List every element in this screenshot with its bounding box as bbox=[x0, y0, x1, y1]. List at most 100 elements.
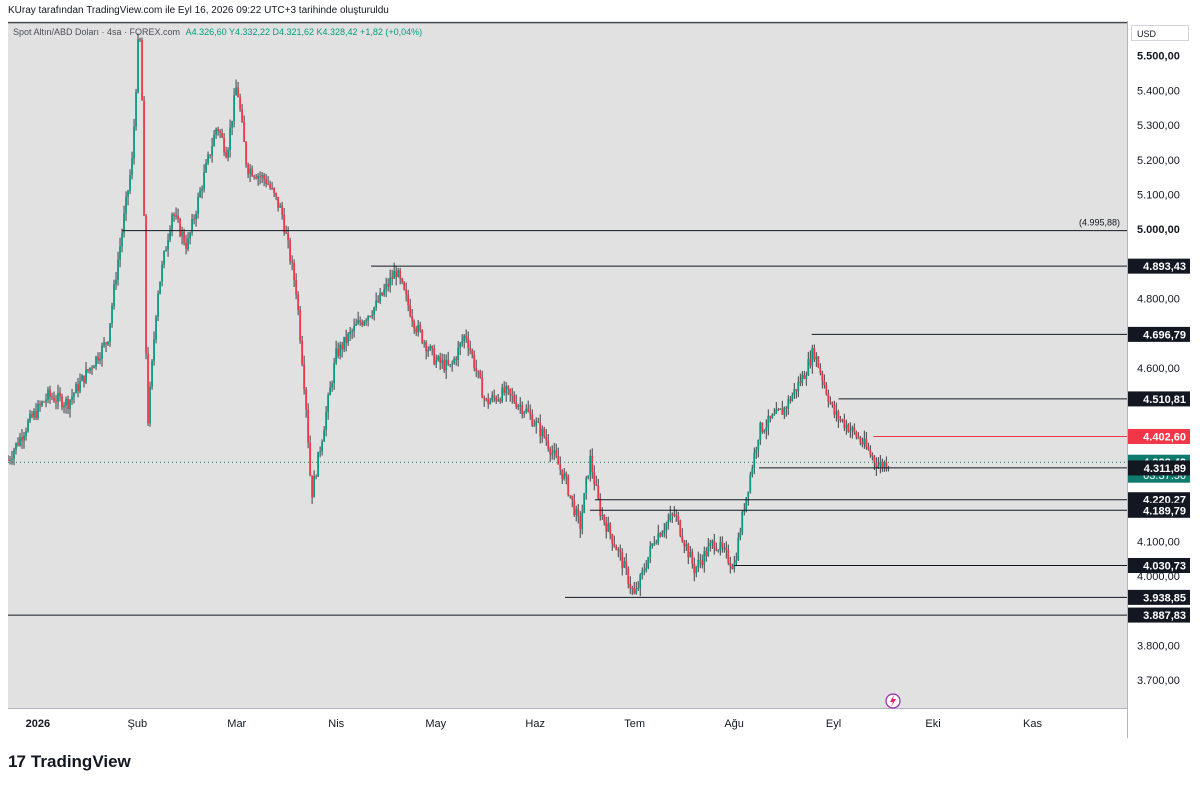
candle-up bbox=[163, 251, 165, 265]
candle-up bbox=[71, 396, 73, 400]
candle-up bbox=[233, 95, 235, 121]
candle-up bbox=[373, 307, 376, 316]
candle-up bbox=[639, 574, 642, 589]
candle-up bbox=[771, 414, 774, 419]
candle-down bbox=[35, 411, 37, 418]
candle-down bbox=[289, 240, 291, 262]
candle-up bbox=[525, 408, 528, 413]
candle-down bbox=[141, 40, 143, 101]
candle-up bbox=[33, 411, 35, 418]
candle-up bbox=[451, 363, 454, 365]
candle-up bbox=[429, 346, 432, 350]
candle-up bbox=[767, 415, 770, 428]
candle-up bbox=[669, 514, 672, 521]
candle-down bbox=[627, 568, 630, 584]
symbol-legend: Spot Altın/ABD Doları · 4sa · FOREX.com … bbox=[13, 27, 422, 37]
candle-up bbox=[717, 550, 720, 552]
candle-up bbox=[737, 537, 740, 560]
candle-down bbox=[305, 389, 307, 410]
candle-up bbox=[353, 325, 356, 332]
candle-up bbox=[753, 452, 756, 469]
candle-up bbox=[375, 300, 378, 308]
candle-down bbox=[49, 389, 51, 397]
candle-up bbox=[655, 542, 658, 544]
candle-down bbox=[77, 384, 79, 392]
level-price-label: 4.189,79 bbox=[1143, 505, 1186, 517]
candle-up bbox=[37, 404, 39, 418]
candle-up bbox=[385, 283, 388, 290]
candle-down bbox=[269, 184, 271, 188]
candle-down bbox=[8, 459, 9, 461]
candle-up bbox=[741, 511, 744, 533]
x-tick-label: May bbox=[425, 718, 446, 730]
candle-up bbox=[215, 128, 217, 135]
candle-up bbox=[279, 205, 281, 208]
currency-selector[interactable]: USD bbox=[1131, 25, 1189, 41]
candle-down bbox=[859, 438, 862, 443]
candle-up bbox=[325, 412, 328, 431]
candle-up bbox=[207, 154, 209, 163]
candle-up bbox=[551, 452, 554, 455]
candle-down bbox=[293, 262, 295, 281]
level-price-label: 4.510,81 bbox=[1143, 394, 1186, 406]
candle-up bbox=[745, 497, 748, 511]
time-axis[interactable] bbox=[8, 708, 1127, 739]
candle-down bbox=[631, 587, 634, 589]
candle-down bbox=[287, 233, 289, 241]
candle-up bbox=[127, 190, 129, 197]
candle-up bbox=[23, 435, 25, 441]
candle-up bbox=[149, 386, 151, 424]
candle-up bbox=[151, 360, 153, 387]
candle-up bbox=[423, 342, 426, 344]
candle-up bbox=[779, 408, 782, 410]
candle-up bbox=[641, 570, 644, 575]
candle-up bbox=[181, 231, 183, 237]
candle-up bbox=[371, 315, 374, 317]
candle-up bbox=[649, 546, 652, 557]
candle-down bbox=[679, 520, 682, 536]
candle-up bbox=[657, 533, 660, 543]
candle-up bbox=[335, 348, 338, 363]
candle-up bbox=[205, 162, 207, 173]
y-tick-label: 4.000,00 bbox=[1137, 571, 1180, 583]
candle-down bbox=[731, 566, 734, 569]
chart-plot-area[interactable] bbox=[8, 21, 1127, 708]
candle-down bbox=[217, 128, 219, 132]
candle-down bbox=[465, 335, 468, 339]
x-tick-label: 2026 bbox=[26, 718, 50, 730]
candle-down bbox=[401, 278, 404, 283]
candle-up bbox=[489, 400, 492, 405]
candle-up bbox=[645, 567, 648, 571]
candle-down bbox=[221, 133, 223, 138]
candle-up bbox=[787, 399, 790, 409]
candle-up bbox=[457, 347, 460, 361]
candle-up bbox=[445, 359, 448, 371]
candle-down bbox=[813, 348, 816, 360]
candle-down bbox=[307, 409, 309, 443]
candle-up bbox=[383, 289, 386, 296]
ohlc-values: A4.326,60 Y4.332,22 D4.321,62 K4.328,42 … bbox=[185, 27, 423, 37]
candle-up bbox=[27, 420, 29, 432]
y-tick-label: 5.500,00 bbox=[1137, 51, 1180, 63]
candle-up bbox=[665, 523, 668, 531]
candle-up bbox=[459, 343, 462, 348]
candle-up bbox=[213, 134, 215, 147]
candle-up bbox=[851, 427, 854, 431]
candle-down bbox=[481, 377, 484, 398]
candle-up bbox=[589, 456, 592, 476]
candle-down bbox=[223, 137, 225, 153]
candle-down bbox=[597, 485, 600, 499]
candle-down bbox=[611, 534, 614, 544]
candle-up bbox=[751, 468, 754, 475]
level-price-tag bbox=[1128, 502, 1190, 518]
level-price-label: 3.887,83 bbox=[1143, 610, 1186, 622]
candle-down bbox=[683, 541, 686, 547]
candle-down bbox=[361, 322, 364, 325]
candle-up bbox=[313, 476, 315, 498]
candle-down bbox=[681, 535, 684, 542]
candle-up bbox=[119, 246, 121, 260]
candle-up bbox=[229, 127, 231, 150]
candle-up bbox=[587, 475, 590, 478]
candle-up bbox=[115, 279, 117, 285]
